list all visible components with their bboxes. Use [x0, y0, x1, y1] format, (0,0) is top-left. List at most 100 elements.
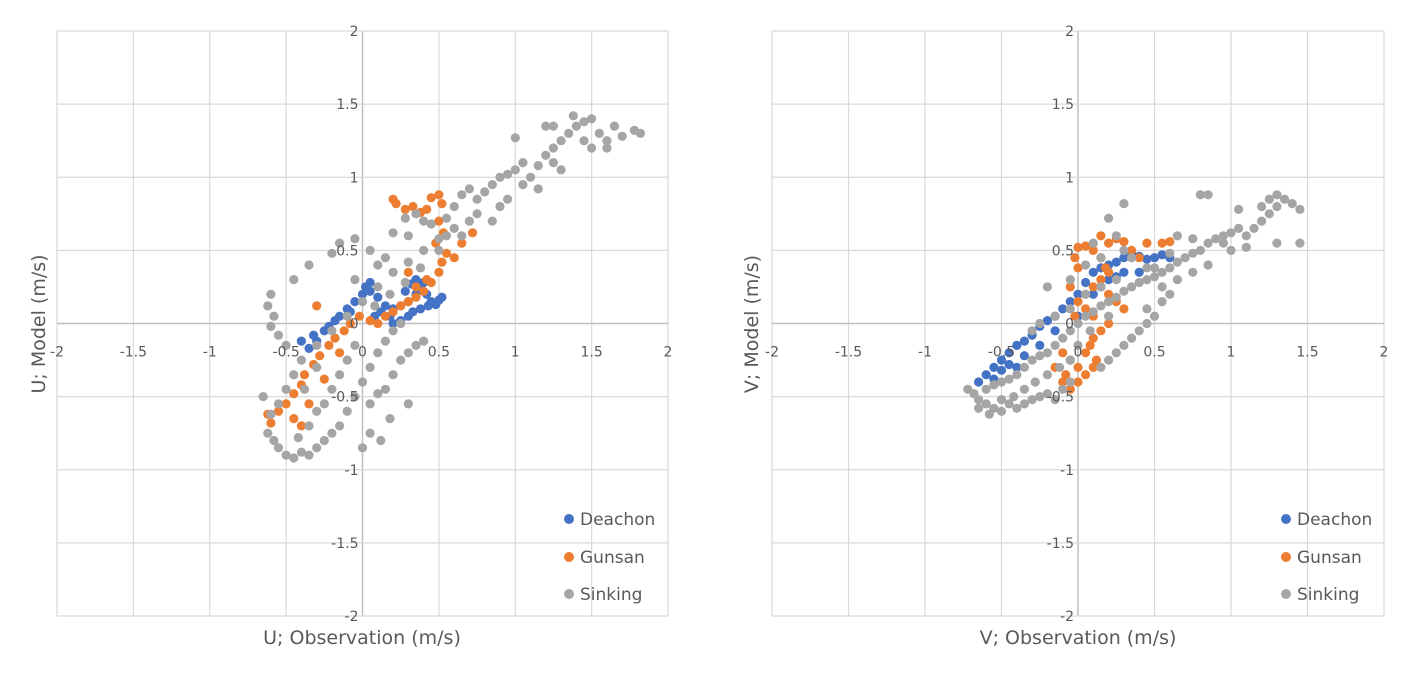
- v-y-tick-label: 0: [1065, 317, 1074, 333]
- u-x-tick-label: 0.5: [428, 345, 450, 361]
- v-chart-svg: -2 -1.5 -1 -0.5 0 0.5 1 1.5 2 -2 -1.5 -1 -0.5 0 0.5 1 1.…: [741, 24, 1388, 649]
- legend-label-gunsan: Gunsan: [1297, 548, 1362, 568]
- v-point-sinking-34: [1127, 282, 1137, 292]
- u-point-sinking-1: [266, 289, 276, 299]
- u-point-sinking-110: [327, 384, 337, 394]
- v-point-gunsan-14: [1081, 304, 1091, 314]
- u-point-sinking-8: [327, 248, 337, 258]
- v-point-sinking-9: [1027, 395, 1037, 405]
- u-point-sinking-79: [296, 447, 306, 457]
- v-point-sinking-73: [1134, 326, 1144, 336]
- v-point-gunsan-7: [1065, 384, 1075, 394]
- legend-label-deachon: Deachon: [1297, 510, 1372, 530]
- v-point-sinking-86: [1081, 260, 1091, 270]
- u-point-gunsan-26: [449, 253, 459, 263]
- u-point-gunsan-6: [299, 370, 310, 380]
- u-point-gunsan-27: [457, 238, 467, 248]
- v-point-sinking-88: [1088, 238, 1098, 248]
- v-point-sinking-49: [1241, 231, 1251, 241]
- v-point-sinking-21: [1027, 355, 1037, 365]
- u-point-sinking-98: [403, 348, 413, 358]
- u-point-sinking-97: [396, 355, 406, 365]
- u-point-sinking-57: [464, 216, 474, 226]
- v-point-deachon-0: [981, 370, 991, 380]
- v-point-gunsan-32: [1142, 238, 1152, 248]
- v-point-sinking-47: [1226, 228, 1236, 238]
- v-point-sinking-63: [1295, 238, 1305, 248]
- u-point-sinking-63: [373, 282, 383, 292]
- v-point-sinking-60: [1218, 238, 1228, 248]
- u-y-tick-label: -1: [345, 463, 359, 479]
- v-point-gunsan-26: [1100, 263, 1111, 273]
- v-point-deachon-4: [1012, 340, 1022, 350]
- u-point-sinking-50: [495, 201, 505, 212]
- v-point-deachon-22: [1149, 253, 1160, 263]
- v-y-tick-label: 1: [1065, 170, 1074, 186]
- v-point-gunsan-17: [1088, 282, 1098, 292]
- u-point-sinking-58: [449, 223, 459, 233]
- v-chart-legend: Deachon Gunsan Sinking: [1281, 510, 1372, 605]
- u-point-gunsan-31: [400, 204, 410, 214]
- u-point-sinking-43: [635, 128, 646, 138]
- u-point-sinking-51: [503, 194, 513, 204]
- v-point-sinking-100: [1050, 311, 1060, 321]
- v-point-gunsan-22: [1073, 242, 1083, 252]
- v-x-tick-label: -0.5: [988, 345, 1015, 361]
- u-point-sinking-18: [441, 213, 452, 223]
- u-point-sinking-70: [281, 384, 291, 394]
- v-point-gunsan-31: [1134, 253, 1144, 263]
- u-x-tick-label: 1: [511, 345, 520, 361]
- v-point-deachon-8: [1042, 316, 1052, 326]
- u-point-sinking-86: [350, 392, 360, 402]
- v-point-gunsan-27: [1104, 238, 1114, 248]
- u-point-gunsan-11: [339, 326, 349, 336]
- u-point-sinking-39: [602, 136, 612, 146]
- v-point-sinking-103: [1096, 282, 1106, 292]
- v-point-sinking-33: [1119, 286, 1129, 296]
- v-point-deachon-33: [1088, 289, 1098, 299]
- v-point-gunsan-39: [1065, 282, 1075, 292]
- u-point-gunsan-10: [330, 333, 340, 343]
- u-point-sinking-46: [548, 121, 559, 131]
- v-point-gunsan-2: [1073, 362, 1083, 372]
- u-point-sinking-75: [269, 435, 279, 446]
- v-x-tick-label: 1.5: [1296, 345, 1318, 361]
- u-point-sinking-78: [289, 453, 299, 463]
- u-point-deachon-10: [365, 286, 375, 296]
- v-point-sinking-94: [1119, 199, 1129, 209]
- v-point-sinking-101: [1065, 304, 1075, 314]
- v-point-sinking-62: [1241, 242, 1251, 252]
- u-point-sinking-106: [312, 406, 322, 416]
- v-point-gunsan-9: [1081, 348, 1091, 358]
- v-point-gunsan-41: [1085, 340, 1095, 350]
- u-point-sinking-65: [342, 311, 352, 321]
- v-point-sinking-16: [989, 380, 999, 390]
- u-point-gunsan-38: [434, 216, 444, 226]
- v-point-gunsan-34: [1165, 237, 1175, 247]
- u-point-deachon-26: [388, 318, 398, 329]
- v-point-sinking-46: [1218, 231, 1228, 241]
- u-point-sinking-89: [373, 348, 383, 358]
- u-point-gunsan-30: [391, 199, 401, 209]
- u-point-gunsan-37: [437, 199, 447, 209]
- v-point-deachon-12: [1073, 289, 1083, 299]
- v-point-sinking-54: [1280, 194, 1290, 204]
- v-point-deachon-26: [996, 365, 1007, 375]
- u-point-sinking-88: [365, 362, 375, 372]
- u-point-sinking-62: [388, 267, 398, 277]
- v-point-sinking-55: [1287, 199, 1297, 209]
- u-point-gunsan-34: [422, 204, 432, 214]
- u-point-deachon-27: [408, 307, 418, 317]
- v-point-sinking-28: [1081, 311, 1091, 321]
- u-point-sinking-26: [503, 169, 513, 179]
- v-point-sinking-18: [1004, 374, 1014, 384]
- v-point-gunsan-10: [1088, 333, 1098, 343]
- u-point-sinking-30: [533, 161, 543, 171]
- u-point-sinking-103: [376, 435, 386, 446]
- u-point-sinking-22: [472, 194, 482, 204]
- v-point-sinking-114: [1073, 340, 1083, 350]
- u-point-sinking-80: [304, 450, 314, 460]
- u-point-gunsan-14: [365, 316, 375, 326]
- u-point-sinking-3: [266, 321, 276, 331]
- v-point-sinking-72: [1142, 318, 1152, 329]
